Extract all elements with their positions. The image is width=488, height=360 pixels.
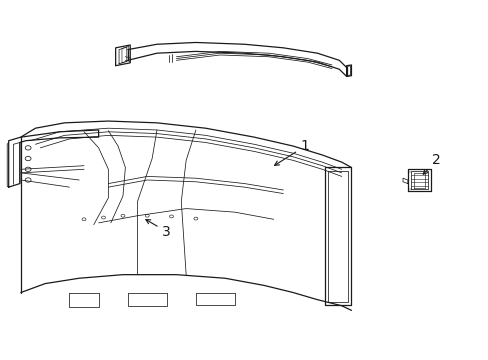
Text: 2: 2 — [423, 153, 440, 174]
Text: 1: 1 — [274, 139, 309, 165]
Text: 3: 3 — [145, 220, 171, 239]
